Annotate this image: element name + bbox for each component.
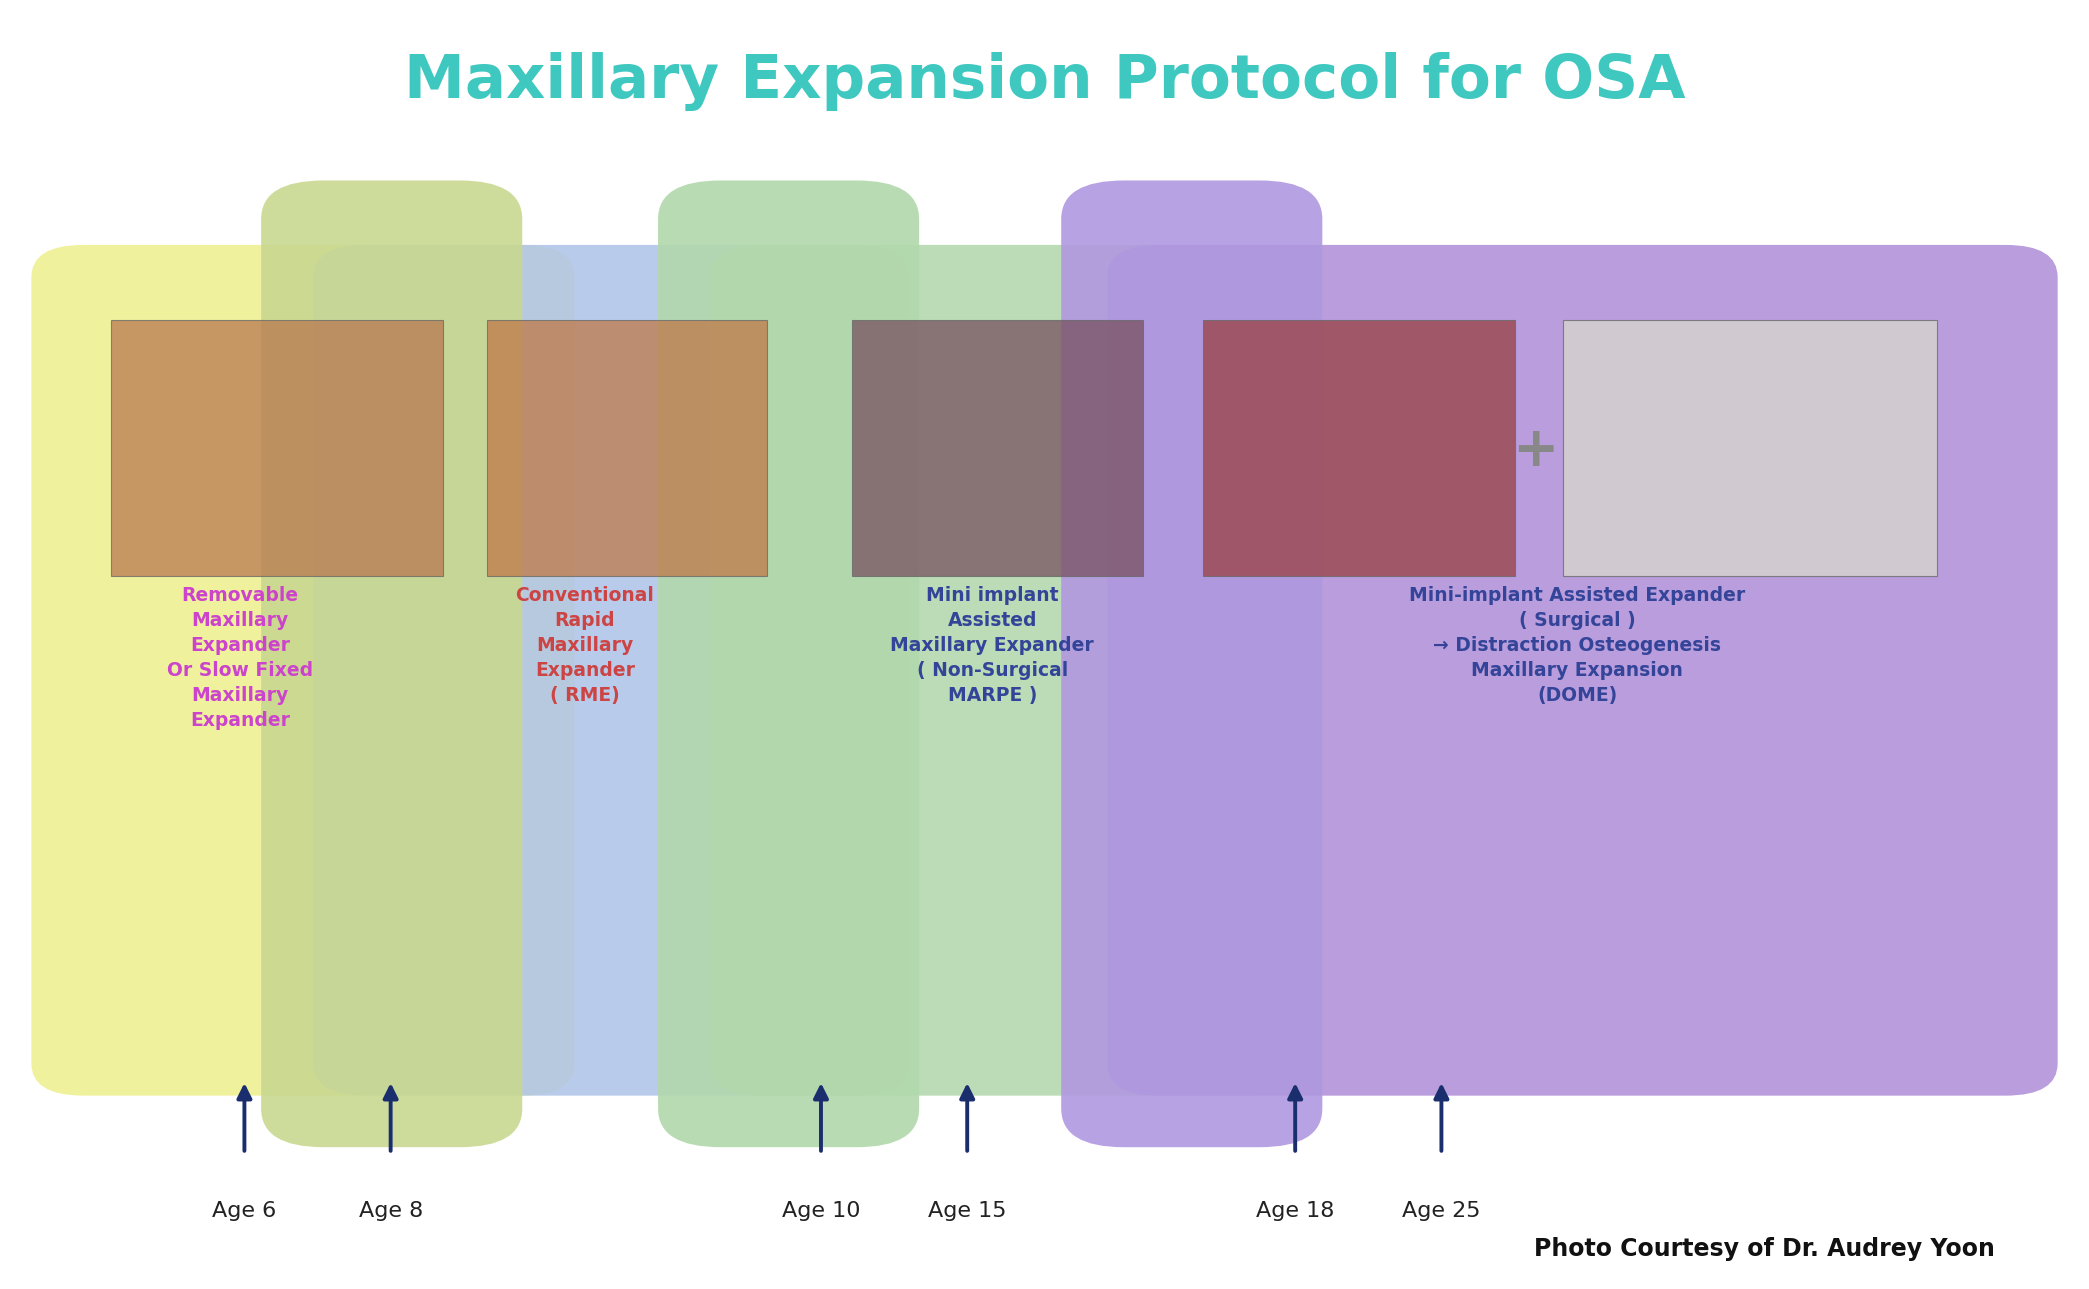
Text: Age 18: Age 18: [1255, 1201, 1335, 1222]
Text: Maxillary Expansion Protocol for OSA: Maxillary Expansion Protocol for OSA: [403, 52, 1686, 111]
FancyBboxPatch shape: [852, 320, 1143, 576]
Text: Age 10: Age 10: [781, 1201, 861, 1222]
Text: Age 6: Age 6: [213, 1201, 276, 1222]
Text: Mini implant
Assisted
Maxillary Expander
( Non-Surgical
MARPE ): Mini implant Assisted Maxillary Expander…: [890, 586, 1095, 705]
FancyBboxPatch shape: [261, 180, 522, 1147]
Text: +: +: [1512, 424, 1558, 478]
FancyBboxPatch shape: [1203, 320, 1515, 576]
FancyBboxPatch shape: [658, 180, 919, 1147]
FancyBboxPatch shape: [313, 245, 909, 1096]
Text: Conventional
Rapid
Maxillary
Expander
( RME): Conventional Rapid Maxillary Expander ( …: [516, 586, 654, 705]
Text: Mini-implant Assisted Expander
( Surgical )
→ Distraction Osteogenesis
Maxillary: Mini-implant Assisted Expander ( Surgica…: [1410, 586, 1744, 705]
FancyBboxPatch shape: [1563, 320, 1937, 576]
FancyBboxPatch shape: [1061, 180, 1322, 1147]
Text: Age 15: Age 15: [928, 1201, 1007, 1222]
Text: Photo Courtesy of Dr. Audrey Yoon: Photo Courtesy of Dr. Audrey Yoon: [1533, 1236, 1995, 1261]
FancyBboxPatch shape: [31, 245, 574, 1096]
FancyBboxPatch shape: [710, 245, 1306, 1096]
Text: Age 25: Age 25: [1402, 1201, 1481, 1222]
FancyBboxPatch shape: [1107, 245, 2058, 1096]
Text: Age 8: Age 8: [359, 1201, 422, 1222]
FancyBboxPatch shape: [487, 320, 767, 576]
FancyBboxPatch shape: [111, 320, 443, 576]
Text: Removable
Maxillary
Expander
Or Slow Fixed
Maxillary
Expander: Removable Maxillary Expander Or Slow Fix…: [167, 586, 313, 731]
